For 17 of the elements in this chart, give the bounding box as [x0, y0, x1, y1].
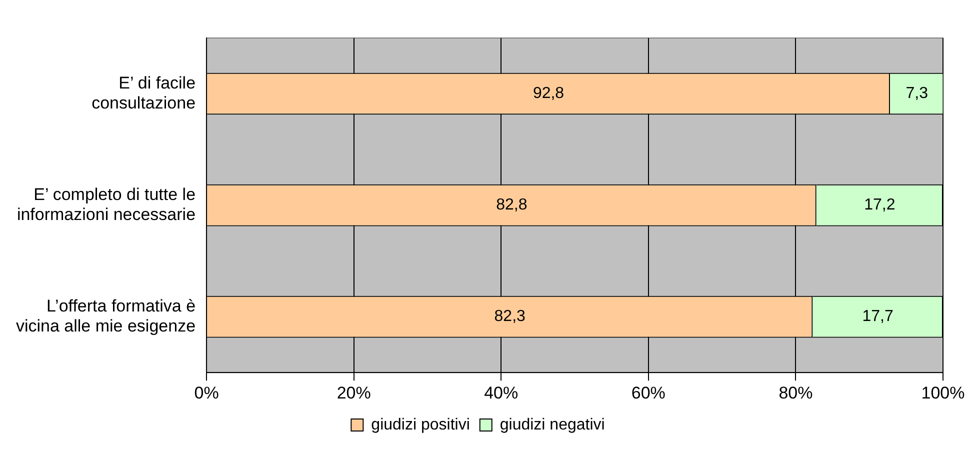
- data-label: 7,3: [906, 85, 928, 102]
- y-tick-label: E’ di facile consultazione: [92, 73, 196, 113]
- y-tick-label: L’offerta formativa è vicina alle mie esigenze: [16, 296, 196, 336]
- data-label: 17,7: [862, 308, 894, 326]
- x-tick-label: 20%: [336, 383, 371, 402]
- data-label: 82,3: [494, 308, 526, 326]
- data-label: 17,2: [864, 196, 896, 214]
- data-label: 92,8: [532, 85, 564, 102]
- x-tick-label: 40%: [484, 383, 518, 402]
- x-tick-label: 60%: [631, 383, 666, 402]
- x-tick-label: 100%: [921, 383, 965, 402]
- legend-label: giudizi negativi: [500, 416, 605, 434]
- y-tick-label: E’ completo di tutte le informazioni necessarie: [16, 184, 196, 224]
- x-tick-label: 0%: [194, 383, 219, 402]
- legend-label: giudizi positivi: [371, 416, 470, 434]
- data-label: 82,8: [496, 196, 528, 214]
- x-tick-label: 80%: [778, 383, 813, 402]
